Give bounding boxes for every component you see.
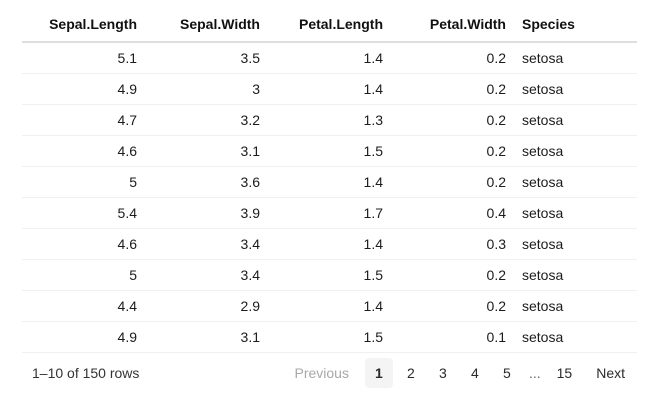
page-button-5[interactable]: 5: [493, 358, 521, 388]
table-header-row: Sepal.Length Sepal.Width Petal.Length Petal…: [22, 8, 637, 43]
table-cell: 1.3: [363, 112, 383, 128]
table-cell: 4.4: [117, 298, 137, 314]
table-cell: 0.2: [486, 298, 506, 314]
table-cell: setosa: [522, 236, 564, 252]
table-cell: 5.4: [117, 205, 137, 221]
table-cell: 5: [129, 267, 137, 283]
table-row: 4.9 3.1 1.5 0.1 setosa: [22, 322, 637, 353]
page-button-group: 1 2 3 4 5... 15: [363, 358, 582, 388]
table-cell: 1.4: [363, 236, 383, 252]
table-cell: 3.4: [240, 267, 260, 283]
table-cell: 0.2: [486, 143, 506, 159]
table-row: 5.1 3.5 1.4 0.2 setosa: [22, 42, 637, 74]
data-table: Sepal.Length Sepal.Width Petal.Length Petal…: [22, 8, 637, 353]
pagination-controls: Previous 1 2 3 4 5... 15 Next: [284, 358, 635, 388]
table-cell: 3.4: [240, 236, 260, 252]
table-body: 5.1 3.5 1.4 0.2 setosa 4.9 3 1.4 0.2 setosa 4.7 3.2…: [22, 42, 637, 353]
table-cell: 1.5: [363, 267, 383, 283]
table-cell: 3.6: [240, 174, 260, 190]
table-cell: 0.2: [486, 112, 506, 128]
table-cell: 0.4: [486, 205, 506, 221]
column-header-petal-width[interactable]: Petal.Width: [391, 8, 514, 43]
page-button-15[interactable]: 15: [549, 358, 581, 388]
table-cell: 0.2: [486, 81, 506, 97]
table-cell: 1.7: [363, 205, 383, 221]
table-cell: 3.5: [240, 50, 260, 66]
table-row: 4.9 3 1.4 0.2 setosa: [22, 74, 637, 105]
table-cell: 0.2: [486, 50, 506, 66]
page-button-1[interactable]: 1: [364, 358, 393, 388]
pagination-ellipsis: ...: [528, 365, 541, 381]
table-row: 5 3.6 1.4 0.2 setosa: [22, 167, 637, 198]
table-row: 4.7 3.2 1.3 0.2 setosa: [22, 105, 637, 136]
table-row: 5.4 3.9 1.7 0.4 setosa: [22, 198, 637, 229]
table-cell: setosa: [522, 174, 564, 190]
page-button-2[interactable]: 2: [397, 358, 425, 388]
table-cell: 1.4: [363, 50, 383, 66]
table-cell: setosa: [522, 267, 564, 283]
table-cell: setosa: [522, 143, 564, 159]
column-header-petal-length[interactable]: Petal.Length: [268, 8, 391, 43]
table-cell: 1.4: [363, 298, 383, 314]
table-row: 5 3.4 1.5 0.2 setosa: [22, 260, 637, 291]
table-cell: 4.6: [117, 143, 137, 159]
table-cell: 5.1: [117, 50, 137, 66]
table-cell: 3: [252, 81, 260, 97]
table-cell: 3.1: [240, 143, 260, 159]
table-cell: 1.5: [363, 143, 383, 159]
table-cell: 1.5: [363, 329, 383, 345]
table-row: 4.6 3.4 1.4 0.3 setosa: [22, 229, 637, 260]
table-cell: setosa: [522, 112, 564, 128]
table-cell: 0.2: [486, 267, 506, 283]
table-cell: 4.9: [117, 329, 137, 345]
table-cell: 3.2: [240, 112, 260, 128]
column-header-species[interactable]: Species: [514, 8, 637, 43]
table-cell: setosa: [522, 329, 564, 345]
page-button-4[interactable]: 4: [461, 358, 489, 388]
table-cell: 4.9: [117, 81, 137, 97]
table-cell: 3.1: [240, 329, 260, 345]
page-button-3[interactable]: 3: [429, 358, 457, 388]
column-header-sepal-width[interactable]: Sepal.Width: [145, 8, 268, 43]
table-cell: setosa: [522, 298, 564, 314]
table-cell: 0.1: [486, 329, 506, 345]
next-page-button[interactable]: Next: [588, 358, 633, 388]
table-cell: 3.9: [240, 205, 260, 221]
table-cell: 0.2: [486, 174, 506, 190]
column-header-sepal-length[interactable]: Sepal.Length: [22, 8, 145, 43]
table-cell: 5: [129, 174, 137, 190]
table-cell: setosa: [522, 81, 564, 97]
table-cell: setosa: [522, 205, 564, 221]
table-cell: 4.7: [117, 112, 137, 128]
page-info: 1–10 of 150 rows: [32, 365, 140, 381]
table-cell: 1.4: [363, 174, 383, 190]
table-cell: 0.3: [486, 236, 506, 252]
previous-page-button[interactable]: Previous: [286, 358, 356, 388]
table-cell: setosa: [522, 50, 564, 66]
table-header: Sepal.Length Sepal.Width Petal.Length Petal…: [22, 8, 637, 43]
iris-data-table: Sepal.Length Sepal.Width Petal.Length Petal…: [22, 8, 637, 393]
table-row: 4.6 3.1 1.5 0.2 setosa: [22, 136, 637, 167]
table-cell: 1.4: [363, 81, 383, 97]
pagination-bar: 1–10 of 150 rows Previous 1 2 3 4 5... 15 Nex…: [22, 353, 637, 393]
table-cell: 4.6: [117, 236, 137, 252]
table-cell: 2.9: [240, 298, 260, 314]
table-row: 4.4 2.9 1.4 0.2 setosa: [22, 291, 637, 322]
